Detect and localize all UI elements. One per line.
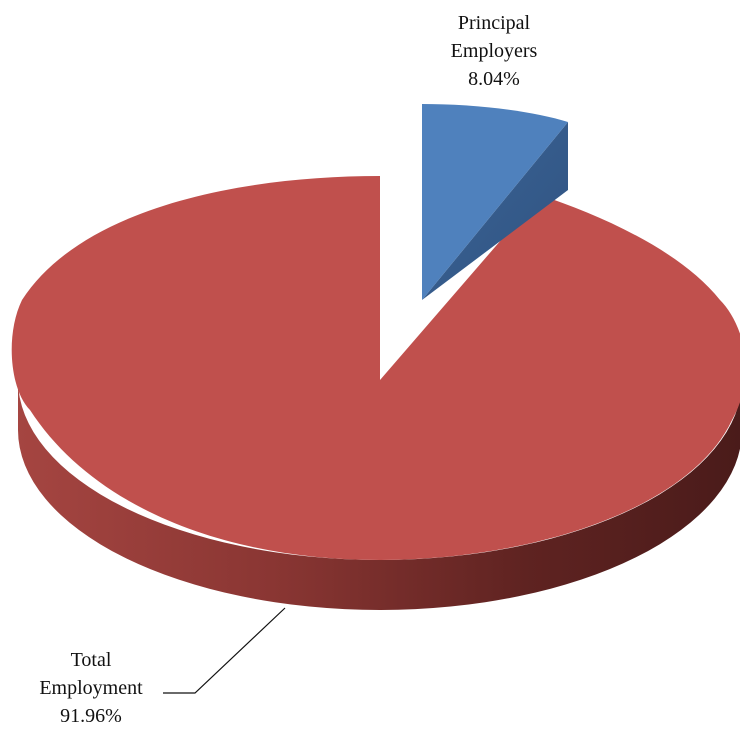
total-employment-percent-label: 91.96%: [60, 705, 122, 727]
total-employment-slice-side: [18, 380, 740, 610]
principal-employers-slice: [422, 104, 568, 300]
total-employment-label-line-1: Total: [71, 649, 112, 671]
principal-employers-label-line-2: Employers: [451, 40, 538, 62]
total-employment-label-line-2: Employment: [39, 677, 143, 699]
principal-employers-label-line-1: Principal: [458, 12, 531, 34]
total-employment-leader-line: [163, 607, 286, 694]
principal-employers-percent-label: 8.04%: [468, 68, 520, 90]
total-employment-slice: [11, 176, 740, 560]
